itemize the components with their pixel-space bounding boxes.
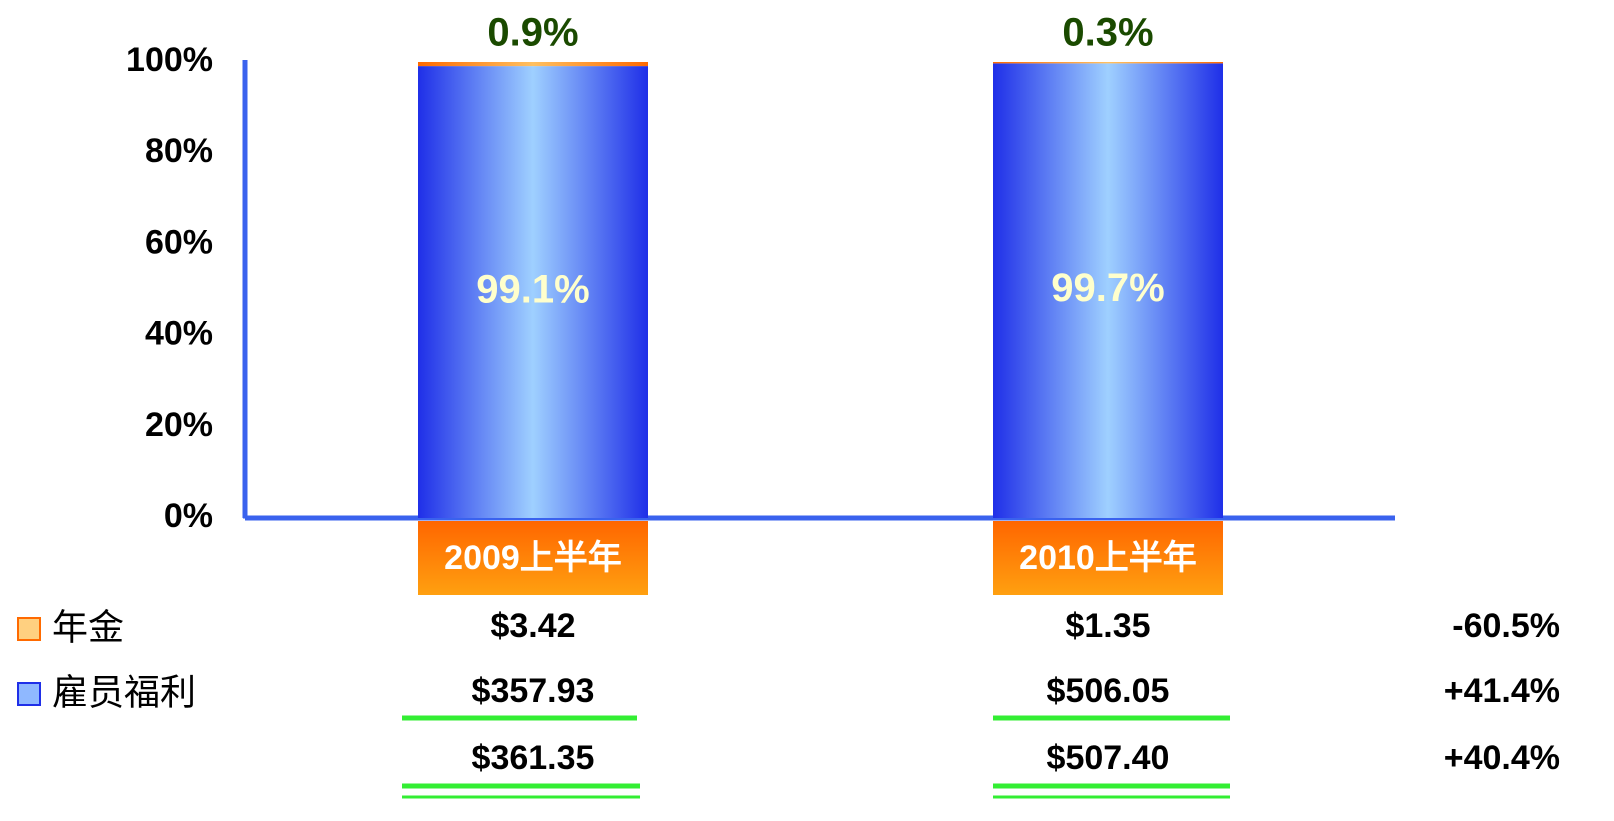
y-tick-label: 0% xyxy=(164,497,213,535)
bar-segment xyxy=(993,63,1223,518)
table-cell: $3.42 xyxy=(490,607,575,645)
table-cell: $507.40 xyxy=(1047,739,1170,777)
table-cell: $506.05 xyxy=(1047,672,1170,710)
category-box xyxy=(993,521,1223,595)
y-tick-label: 100% xyxy=(126,41,213,79)
legend-label: 年金 xyxy=(52,607,124,648)
table-cell: $361.35 xyxy=(472,739,595,777)
legend-swatch xyxy=(17,617,41,641)
change-cell: -60.5% xyxy=(1452,607,1560,645)
x-tick-label: 2009上半年 xyxy=(444,539,622,577)
category-box xyxy=(418,521,648,595)
legend-label: 雇员福利 xyxy=(52,672,196,713)
legend: 年金 雇员福利 xyxy=(17,607,196,713)
table-cell: $357.93 xyxy=(472,672,595,710)
data-label: 99.7% xyxy=(1051,266,1164,310)
bar-segment xyxy=(418,66,648,518)
data-label: 0.9% xyxy=(487,11,578,55)
table-cell: $1.35 xyxy=(1065,607,1150,645)
y-tick-label: 40% xyxy=(145,315,213,353)
x-tick-label: 2010上半年 xyxy=(1019,539,1197,577)
data-label: 0.3% xyxy=(1062,11,1153,55)
y-tick-label: 60% xyxy=(145,223,213,261)
change-cell: +40.4% xyxy=(1444,739,1560,777)
y-tick-label: 80% xyxy=(145,132,213,170)
data-label: 99.1% xyxy=(476,268,589,312)
bar-segment xyxy=(993,62,1223,64)
y-tick-label: 20% xyxy=(145,406,213,444)
legend-swatch xyxy=(17,682,41,706)
change-cell: +41.4% xyxy=(1444,672,1560,710)
underlines xyxy=(402,715,1230,799)
bar-segment xyxy=(418,62,648,67)
